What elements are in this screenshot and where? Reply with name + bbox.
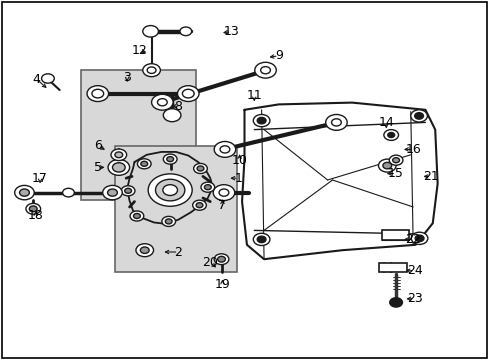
Circle shape bbox=[20, 189, 29, 196]
Circle shape bbox=[192, 200, 206, 210]
Circle shape bbox=[180, 27, 191, 36]
Circle shape bbox=[92, 89, 103, 98]
Text: 8: 8 bbox=[174, 100, 182, 113]
Circle shape bbox=[87, 86, 108, 102]
Circle shape bbox=[257, 236, 265, 243]
Circle shape bbox=[133, 213, 140, 219]
Circle shape bbox=[166, 157, 173, 162]
Circle shape bbox=[392, 158, 399, 163]
Bar bbox=[81, 70, 195, 200]
Text: 18: 18 bbox=[28, 209, 43, 222]
Circle shape bbox=[383, 130, 398, 140]
Circle shape bbox=[111, 149, 126, 161]
Circle shape bbox=[147, 67, 156, 73]
Circle shape bbox=[253, 114, 269, 127]
Bar bbox=[382, 230, 408, 240]
Text: 10: 10 bbox=[231, 154, 247, 167]
Circle shape bbox=[213, 185, 234, 201]
Text: 15: 15 bbox=[387, 167, 403, 180]
Circle shape bbox=[217, 256, 225, 262]
Text: 12: 12 bbox=[131, 44, 147, 57]
Circle shape bbox=[257, 117, 265, 124]
Text: 11: 11 bbox=[246, 89, 262, 102]
Text: 7: 7 bbox=[218, 199, 226, 212]
Circle shape bbox=[414, 113, 423, 119]
Circle shape bbox=[130, 211, 143, 221]
Circle shape bbox=[382, 162, 391, 169]
Circle shape bbox=[201, 182, 214, 192]
Text: 9: 9 bbox=[274, 49, 282, 62]
Circle shape bbox=[193, 163, 207, 174]
Circle shape bbox=[388, 155, 402, 165]
Circle shape bbox=[253, 233, 269, 246]
Circle shape bbox=[214, 141, 235, 157]
Circle shape bbox=[115, 152, 122, 158]
Circle shape bbox=[108, 159, 129, 175]
Circle shape bbox=[163, 154, 177, 164]
Text: 20: 20 bbox=[202, 256, 218, 269]
Circle shape bbox=[121, 186, 135, 196]
Circle shape bbox=[331, 119, 341, 126]
Text: 2: 2 bbox=[174, 246, 182, 258]
Text: 24: 24 bbox=[406, 264, 422, 277]
Circle shape bbox=[387, 132, 394, 138]
Text: 22: 22 bbox=[405, 233, 420, 246]
Circle shape bbox=[141, 161, 147, 166]
Text: 6: 6 bbox=[94, 139, 102, 152]
Text: 3: 3 bbox=[123, 71, 131, 84]
Text: 19: 19 bbox=[214, 278, 230, 291]
Circle shape bbox=[151, 94, 173, 110]
Circle shape bbox=[41, 74, 54, 83]
Circle shape bbox=[112, 163, 125, 172]
Circle shape bbox=[29, 206, 37, 212]
Circle shape bbox=[155, 179, 184, 201]
Bar bbox=[115, 146, 237, 272]
Circle shape bbox=[62, 188, 74, 197]
Circle shape bbox=[177, 86, 199, 102]
Text: 16: 16 bbox=[405, 143, 420, 156]
Circle shape bbox=[162, 216, 175, 226]
Circle shape bbox=[325, 114, 346, 130]
Circle shape bbox=[148, 174, 192, 206]
Text: 4: 4 bbox=[33, 73, 41, 86]
Circle shape bbox=[410, 232, 427, 244]
Text: 17: 17 bbox=[32, 172, 48, 185]
Circle shape bbox=[163, 109, 181, 122]
Circle shape bbox=[254, 62, 276, 78]
Circle shape bbox=[182, 89, 194, 98]
Text: 13: 13 bbox=[223, 25, 239, 38]
Circle shape bbox=[142, 26, 158, 37]
Text: 5: 5 bbox=[94, 161, 102, 174]
Circle shape bbox=[260, 67, 270, 74]
Circle shape bbox=[204, 185, 211, 190]
Circle shape bbox=[378, 159, 395, 172]
Circle shape bbox=[163, 185, 177, 195]
Circle shape bbox=[140, 247, 149, 253]
Circle shape bbox=[410, 110, 427, 122]
Circle shape bbox=[196, 203, 203, 208]
Circle shape bbox=[197, 166, 203, 171]
Text: 21: 21 bbox=[423, 170, 438, 183]
Circle shape bbox=[102, 185, 122, 200]
Circle shape bbox=[414, 235, 423, 242]
Text: 1: 1 bbox=[234, 172, 242, 185]
Circle shape bbox=[157, 99, 167, 106]
Bar bbox=[378, 263, 407, 272]
Circle shape bbox=[219, 189, 228, 196]
Circle shape bbox=[124, 188, 131, 193]
Circle shape bbox=[220, 146, 229, 153]
Text: 14: 14 bbox=[378, 116, 393, 129]
Circle shape bbox=[214, 254, 228, 265]
Circle shape bbox=[142, 64, 160, 77]
Circle shape bbox=[165, 219, 172, 224]
Circle shape bbox=[107, 189, 117, 196]
Circle shape bbox=[26, 203, 41, 214]
Circle shape bbox=[15, 185, 34, 200]
Circle shape bbox=[137, 159, 151, 169]
Circle shape bbox=[136, 244, 153, 257]
Text: 23: 23 bbox=[406, 292, 422, 305]
Circle shape bbox=[389, 298, 402, 307]
